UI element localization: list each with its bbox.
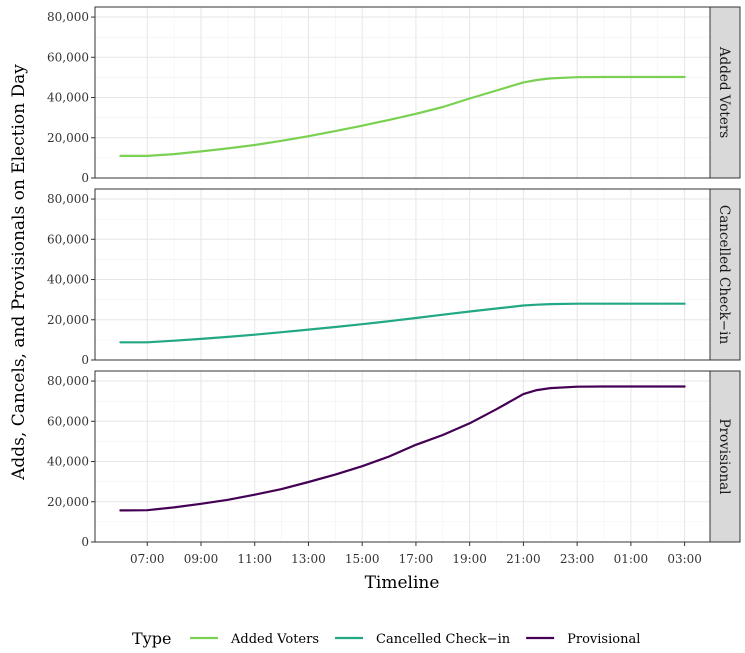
- x-axis-title: Timeline: [365, 573, 440, 593]
- x-tick-label: 15:00: [345, 552, 380, 566]
- y-tick-label: 40,000: [47, 455, 89, 469]
- facet-strip: [709, 188, 741, 361]
- y-tick-label: 80,000: [47, 374, 89, 388]
- x-tick-label: 23:00: [560, 552, 595, 566]
- y-tick-label: 60,000: [47, 414, 89, 428]
- panel-background: [95, 189, 710, 360]
- x-tick-label: 19:00: [452, 552, 487, 566]
- y-tick-label: 40,000: [47, 273, 89, 287]
- y-tick-label: 80,000: [47, 192, 89, 206]
- y-tick-label: 0: [81, 353, 89, 367]
- facet-strip: [709, 370, 741, 543]
- legend-label: Cancelled Check−in: [376, 632, 511, 647]
- x-tick-label: 03:00: [667, 552, 702, 566]
- x-tick-label: 07:00: [130, 552, 165, 566]
- x-tick-label: 17:00: [399, 552, 434, 566]
- facet-strip-label: Cancelled Check−in: [716, 205, 732, 345]
- series-line: [119, 302, 686, 344]
- panel-1: 0 20,000 40,000 60,000 80,000 Added Voters: [47, 6, 741, 185]
- legend-label: Added Voters: [230, 632, 319, 647]
- panel-background: [95, 7, 710, 178]
- x-tick-label: 13:00: [291, 552, 326, 566]
- legend: Type Added Voters Cancelled Check−in Provi…: [132, 629, 640, 648]
- x-axis: 07:00 09:00 11:00 13:00 15:00 17:00 19:00 21:00…: [130, 542, 702, 566]
- y-tick-label: 20,000: [47, 313, 89, 327]
- facet-strip: [709, 6, 741, 179]
- series-line: [119, 75, 686, 157]
- legend-label: Provisional: [567, 632, 640, 647]
- facet-strip-label: Added Voters: [716, 46, 732, 138]
- x-tick-label: 11:00: [237, 552, 272, 566]
- y-tick-label: 60,000: [47, 50, 89, 64]
- panel-background: [95, 371, 710, 542]
- legend-title: Type: [132, 629, 171, 648]
- panel-3: 0 20,000 40,000 60,000 80,000 Provisional: [47, 370, 741, 549]
- series-line: [119, 385, 686, 512]
- y-tick-label: 20,000: [47, 131, 89, 145]
- x-tick-label: 21:00: [506, 552, 541, 566]
- x-tick-label: 09:00: [184, 552, 219, 566]
- y-tick-label: 40,000: [47, 91, 89, 105]
- facet-strip-label: Provisional: [716, 418, 732, 494]
- x-tick-label: 01:00: [614, 552, 649, 566]
- y-tick-label: 0: [81, 171, 89, 185]
- y-axis-title: Adds, Cancels, and Provisionals on Elect…: [9, 64, 29, 481]
- y-tick-label: 80,000: [47, 10, 89, 24]
- y-tick-label: 60,000: [47, 232, 89, 246]
- y-tick-label: 0: [81, 535, 89, 549]
- panel-2: 0 20,000 40,000 60,000 80,000 Cancelled Check…: [47, 188, 741, 367]
- y-tick-label: 20,000: [47, 495, 89, 509]
